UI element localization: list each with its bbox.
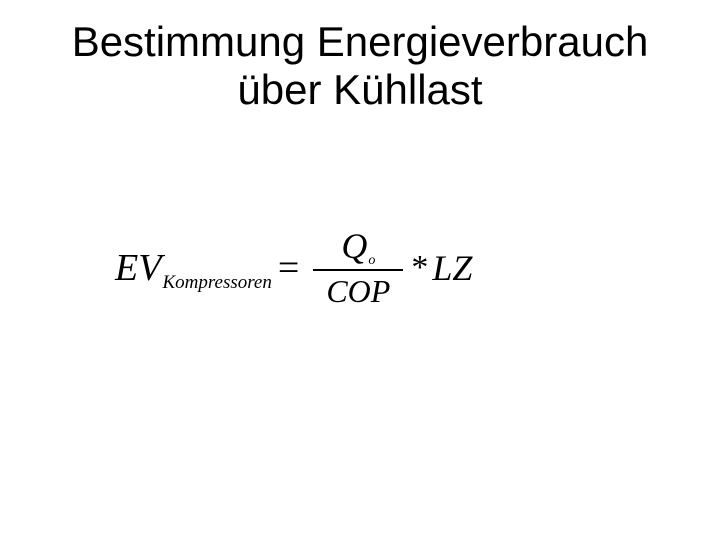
- numerator-variable: Q: [341, 225, 367, 267]
- rhs-variable: LZ: [432, 247, 472, 289]
- multiply-sign: *: [411, 249, 428, 287]
- fraction: Q o COP: [313, 225, 403, 310]
- lhs-subscript: Kompressoren: [162, 272, 271, 294]
- page-title: Bestimmung Energieverbrauch über Kühllas…: [0, 18, 720, 115]
- numerator-subscript: o: [368, 253, 375, 269]
- title-line-2: über Kühllast: [237, 66, 482, 113]
- formula-lhs: EV Kompressoren: [115, 246, 272, 290]
- lhs-variable: EV: [115, 246, 161, 290]
- fraction-numerator: Q o: [335, 225, 381, 269]
- fraction-denominator: COP: [326, 271, 390, 310]
- title-line-1: Bestimmung Energieverbrauch: [72, 18, 649, 65]
- equals-sign: =: [278, 246, 299, 290]
- formula: EV Kompressoren = Q o COP * LZ: [115, 225, 472, 310]
